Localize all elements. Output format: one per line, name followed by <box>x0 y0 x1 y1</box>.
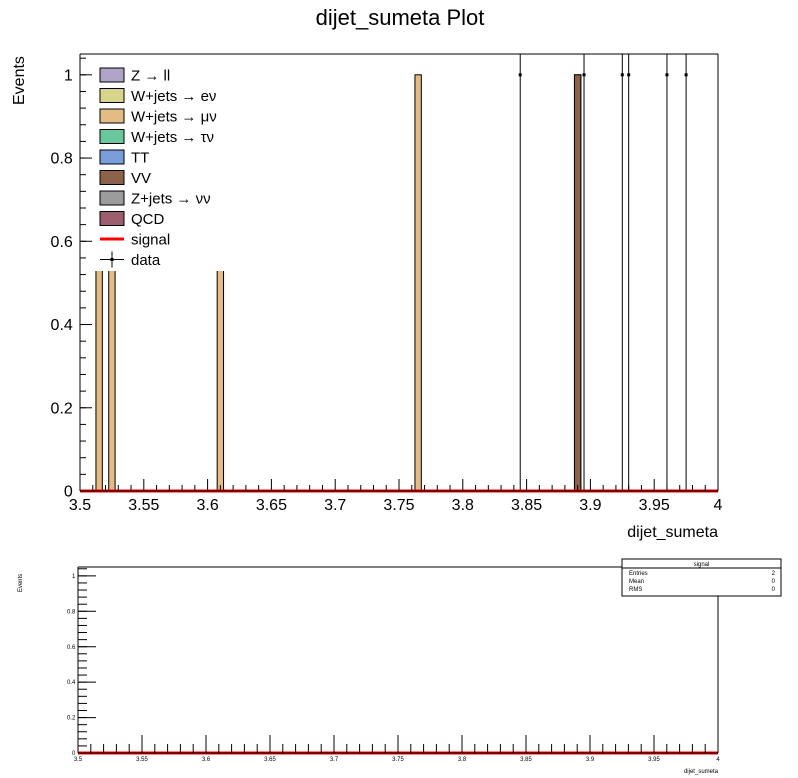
legend-label: QCD <box>131 211 165 228</box>
legend: Z → ll W+jets → eν W+jets → μν W+jets → τν T… <box>94 66 244 271</box>
stats-row-value: 2 <box>772 571 776 577</box>
x-tick-label: 3.65 <box>264 757 276 763</box>
legend-label: data <box>131 252 161 269</box>
x-tick-label: 4 <box>714 497 723 514</box>
bar <box>414 74 422 492</box>
y-tick-label: 0.8 <box>51 151 73 168</box>
x-tick-label: 3.7 <box>324 497 346 514</box>
x-tick-label: 3.6 <box>196 497 218 514</box>
stats-row-label: Entries <box>629 571 648 577</box>
x-tick-label: 3.5 <box>74 757 83 763</box>
stats-box-frame <box>621 558 782 597</box>
y-tick-label: 0.4 <box>67 680 76 686</box>
data-point <box>665 73 669 77</box>
x-tick-label: 3.6 <box>202 757 211 763</box>
y-axis-label: Events <box>11 56 28 105</box>
y-tick-label: 0 <box>72 751 76 757</box>
legend-swatch <box>99 67 125 83</box>
data-point <box>620 73 624 77</box>
top-axes-group: 3.5 3.55 3.6 3.65 3.7 3.75 3.8 3.85 3.9 3.95 4 0 0.2… <box>51 53 723 514</box>
legend-label: TT <box>131 150 149 167</box>
y-tick-label: 0.6 <box>51 234 73 251</box>
legend-label: Z+jets → νν <box>131 191 211 208</box>
x-tick-label: 3.95 <box>639 497 670 514</box>
legend-marker-point <box>110 258 114 261</box>
legend-label: W+jets → τν <box>131 129 214 146</box>
legend-swatch <box>99 88 125 103</box>
y-tick-label: 0.6 <box>67 645 76 651</box>
x-axis-label: dijet_sumeta <box>627 524 718 541</box>
bottom-axes-group: 3.5 3.55 3.6 3.65 3.7 3.75 3.8 3.85 3.9 3.95 4 0 0.2… <box>67 566 720 763</box>
stats-box: signal Entries 2 Mean 0 RMS 0 <box>621 558 782 597</box>
stats-row-label: RMS <box>629 587 642 593</box>
stats-row-label: Mean <box>629 579 644 585</box>
stats-row-value: 0 <box>772 587 776 593</box>
y-tick-label: 0.8 <box>67 609 76 615</box>
x-tick-label: 3.65 <box>256 497 287 514</box>
x-tick-label: 3.85 <box>520 757 532 763</box>
x-tick-label: 3.8 <box>452 497 474 514</box>
legend-label: W+jets → eν <box>131 88 216 105</box>
data-point <box>582 73 586 77</box>
legend-swatch <box>99 211 125 226</box>
y-tick-label: 0.2 <box>67 716 76 722</box>
x-tick-label: 3.75 <box>383 497 414 514</box>
x-tick-label: 3.9 <box>579 497 601 514</box>
x-tick-label: 3.95 <box>648 757 660 763</box>
legend-swatch <box>99 129 125 144</box>
y-tick-label: 0.4 <box>51 317 73 334</box>
y-tick-label: 1 <box>64 67 73 84</box>
legend-label: VV <box>131 170 151 187</box>
x-tick-label: 3.7 <box>330 757 339 763</box>
y-tick-label: 0.2 <box>51 400 73 417</box>
top-data-points-group <box>518 54 688 491</box>
y-tick-label: 0 <box>64 484 73 501</box>
legend-swatch <box>99 108 125 124</box>
legend-swatch <box>99 170 125 185</box>
legend-swatch <box>99 149 125 165</box>
x-tick-label: 3.85 <box>511 497 542 514</box>
x-tick-label: 3.55 <box>136 757 148 763</box>
x-tick-label: 3.55 <box>128 497 159 514</box>
legend-label: W+jets → μν <box>131 109 217 126</box>
x-tick-label: 3.9 <box>586 757 595 763</box>
stats-box-title: signal <box>694 562 710 568</box>
x-tick-label: 3.5 <box>69 497 91 514</box>
data-point <box>627 73 631 77</box>
legend-label: Z → ll <box>131 68 170 85</box>
x-tick-label: 3.75 <box>392 757 404 763</box>
data-point <box>518 73 522 77</box>
bottom-y-axis-label: Events <box>18 574 24 592</box>
legend-label: signal <box>131 232 170 249</box>
y-tick-label: 1 <box>72 574 76 580</box>
stats-row-value: 0 <box>772 579 776 585</box>
legend-swatch <box>99 190 125 206</box>
x-tick-label: 4 <box>716 757 720 763</box>
bar <box>573 74 582 492</box>
x-tick-label: 3.8 <box>458 757 467 763</box>
bottom-x-axis-label: dijet_sumeta <box>684 769 719 775</box>
data-point <box>684 73 688 77</box>
chart-title: dijet_sumeta Plot <box>316 5 485 30</box>
